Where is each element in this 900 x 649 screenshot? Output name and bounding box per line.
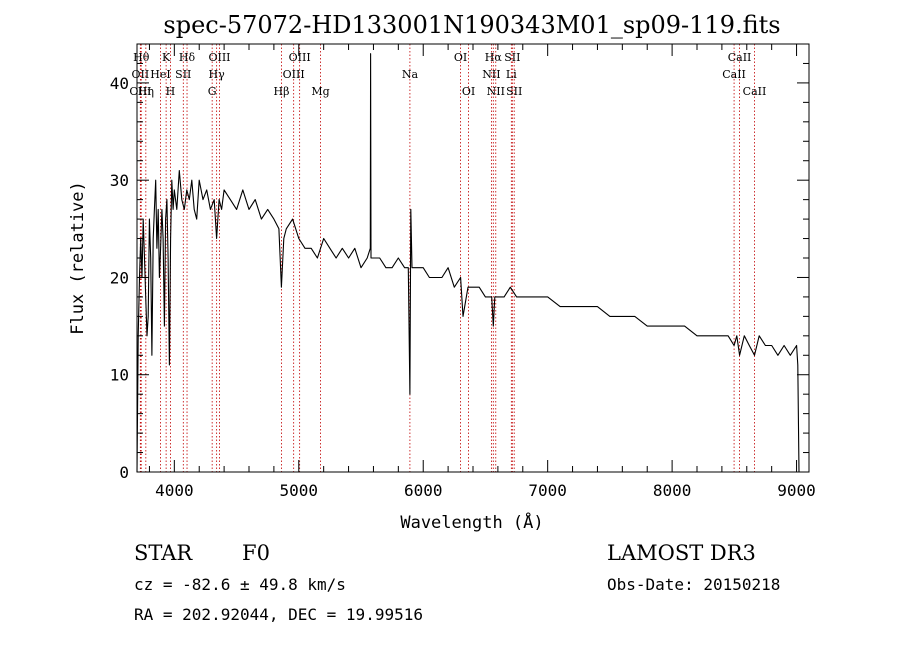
y-tick-label: 0 (119, 463, 129, 482)
line-marker-label: OI (454, 51, 467, 64)
line-marker-label: Hγ (209, 68, 226, 81)
subclass: F0 (242, 541, 270, 565)
line-marker-label: CaII (728, 51, 752, 64)
x-tick-label: 6000 (404, 481, 443, 500)
line-marker-label: Hβ (274, 85, 290, 98)
chart-title: spec-57072-HD133001N190343M01_sp09-119.f… (163, 11, 780, 39)
line-marker-label: CaII (722, 68, 746, 81)
x-tick-label: 5000 (280, 481, 319, 500)
line-marker-label: Hθ (133, 51, 150, 64)
line-marker-label: SII (506, 85, 522, 98)
emission-line-markers (139, 44, 755, 472)
y-axis-label: Flux (relative) (68, 181, 88, 335)
line-marker-label: OIII (208, 51, 230, 64)
line-marker-label: SII (504, 51, 520, 64)
x-tick-label: 7000 (528, 481, 567, 500)
line-marker-label: G (208, 85, 217, 98)
axes: 4000 5000 6000 7000 8000 9000 0 10 20 30 40 (110, 43, 816, 500)
y-tick-label: 10 (110, 366, 129, 385)
line-marker-label: Hα (485, 51, 503, 64)
line-marker-label: OI (462, 85, 475, 98)
x-tick-label: 9000 (777, 481, 816, 500)
line-marker-label: K (162, 51, 171, 64)
plot-frame (136, 43, 810, 473)
line-marker-label: OII (132, 68, 150, 81)
x-tick-label: 8000 (653, 481, 692, 500)
line-marker-label: SII (175, 68, 191, 81)
y-tick-label: 20 (110, 268, 129, 287)
y-tick-label: 30 (110, 171, 129, 190)
line-marker-label: Li (506, 68, 517, 81)
line-marker-label: Mg (311, 85, 329, 98)
survey-name: LAMOST DR3 (607, 541, 756, 565)
line-marker-label: Hδ (179, 51, 196, 64)
object-class: STAR (134, 541, 193, 565)
line-marker-label: Hη (138, 85, 154, 98)
line-marker-label: NII (487, 85, 505, 98)
x-tick-label: 4000 (155, 481, 194, 500)
y-tick-label: 40 (110, 74, 129, 93)
redshift-velocity: cz = -82.6 ± 49.8 km/s (134, 575, 346, 594)
line-marker-label: H (166, 85, 176, 98)
observation-date: Obs-Date: 20150218 (607, 575, 780, 594)
x-axis-label: Wavelength (Å) (400, 511, 543, 533)
line-marker-label: Na (402, 68, 419, 81)
line-marker-label: CaII (743, 85, 767, 98)
emission-line-labels: HθOIIOIIIHηHeIKHSIIHδGHγOIIIHβOIIIOIIIMg… (129, 51, 766, 98)
sky-coordinates: RA = 202.92044, DEC = 19.99516 (134, 605, 423, 624)
line-marker-label: OIII (289, 51, 311, 64)
line-marker-label: OIII (283, 68, 305, 81)
line-marker-label: OIII (129, 85, 151, 98)
spectrum-line (136, 53, 800, 473)
line-marker-label: HeI (150, 68, 170, 81)
line-marker-label: NII (482, 68, 500, 81)
